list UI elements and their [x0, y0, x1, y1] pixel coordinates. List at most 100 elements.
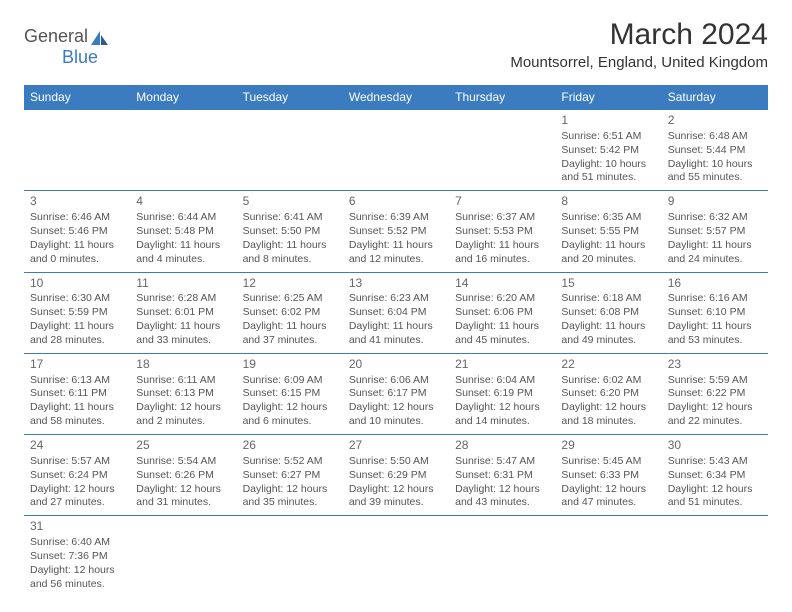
day-number: 9 [668, 194, 762, 210]
daylight-text: Daylight: 10 hours [561, 158, 655, 172]
sunset-text: Sunset: 6:02 PM [243, 306, 337, 320]
calendar-day-cell: 2Sunrise: 6:48 AMSunset: 5:44 PMDaylight… [662, 110, 768, 191]
daylight-text: Daylight: 11 hours [455, 239, 549, 253]
day-number: 4 [136, 194, 230, 210]
sunrise-text: Sunrise: 6:20 AM [455, 292, 549, 306]
calendar-day-cell: 21Sunrise: 6:04 AMSunset: 6:19 PMDayligh… [449, 353, 555, 434]
weekday-header: Sunday [24, 85, 130, 110]
calendar-day-cell: 6Sunrise: 6:39 AMSunset: 5:52 PMDaylight… [343, 191, 449, 272]
month-title: March 2024 [510, 18, 768, 52]
day-number: 23 [668, 357, 762, 373]
daylight-text-2: and 28 minutes. [30, 334, 124, 348]
calendar-day-cell: 12Sunrise: 6:25 AMSunset: 6:02 PMDayligh… [237, 272, 343, 353]
daylight-text-2: and 51 minutes. [668, 496, 762, 510]
daylight-text: Daylight: 11 hours [30, 401, 124, 415]
calendar-week-row: 10Sunrise: 6:30 AMSunset: 5:59 PMDayligh… [24, 272, 768, 353]
logo: GeneralBlue [24, 18, 109, 68]
daylight-text-2: and 37 minutes. [243, 334, 337, 348]
day-number: 28 [455, 438, 549, 454]
day-number: 12 [243, 276, 337, 292]
sunrise-text: Sunrise: 6:48 AM [668, 130, 762, 144]
calendar-day-cell: 10Sunrise: 6:30 AMSunset: 5:59 PMDayligh… [24, 272, 130, 353]
calendar-day-cell: 31Sunrise: 6:40 AMSunset: 7:36 PMDayligh… [24, 516, 130, 597]
sunrise-text: Sunrise: 6:40 AM [30, 536, 124, 550]
logo-sail-icon [91, 31, 109, 45]
daylight-text-2: and 35 minutes. [243, 496, 337, 510]
sunset-text: Sunset: 6:04 PM [349, 306, 443, 320]
calendar-empty-cell [130, 110, 236, 191]
sunset-text: Sunset: 6:10 PM [668, 306, 762, 320]
daylight-text-2: and 33 minutes. [136, 334, 230, 348]
calendar-body: 1Sunrise: 6:51 AMSunset: 5:42 PMDaylight… [24, 110, 768, 597]
sunrise-text: Sunrise: 6:11 AM [136, 374, 230, 388]
daylight-text: Daylight: 12 hours [30, 483, 124, 497]
sunset-text: Sunset: 5:48 PM [136, 225, 230, 239]
sunset-text: Sunset: 6:27 PM [243, 469, 337, 483]
sunset-text: Sunset: 6:22 PM [668, 387, 762, 401]
calendar-empty-cell [449, 110, 555, 191]
day-number: 17 [30, 357, 124, 373]
sunset-text: Sunset: 5:44 PM [668, 144, 762, 158]
calendar-day-cell: 5Sunrise: 6:41 AMSunset: 5:50 PMDaylight… [237, 191, 343, 272]
day-number: 13 [349, 276, 443, 292]
weekday-header: Monday [130, 85, 236, 110]
daylight-text-2: and 18 minutes. [561, 415, 655, 429]
sunset-text: Sunset: 6:11 PM [30, 387, 124, 401]
daylight-text-2: and 8 minutes. [243, 253, 337, 267]
sunset-text: Sunset: 6:06 PM [455, 306, 549, 320]
sunrise-text: Sunrise: 6:13 AM [30, 374, 124, 388]
daylight-text: Daylight: 11 hours [455, 320, 549, 334]
calendar-week-row: 1Sunrise: 6:51 AMSunset: 5:42 PMDaylight… [24, 110, 768, 191]
daylight-text: Daylight: 12 hours [136, 401, 230, 415]
location: Mountsorrel, England, United Kingdom [510, 54, 768, 71]
sunrise-text: Sunrise: 6:46 AM [30, 211, 124, 225]
day-number: 22 [561, 357, 655, 373]
calendar-day-cell: 13Sunrise: 6:23 AMSunset: 6:04 PMDayligh… [343, 272, 449, 353]
sunrise-text: Sunrise: 6:44 AM [136, 211, 230, 225]
calendar-empty-cell [343, 516, 449, 597]
calendar-table: SundayMondayTuesdayWednesdayThursdayFrid… [24, 85, 768, 597]
daylight-text: Daylight: 12 hours [243, 483, 337, 497]
daylight-text: Daylight: 12 hours [349, 401, 443, 415]
weekday-header: Friday [555, 85, 661, 110]
daylight-text: Daylight: 11 hours [136, 320, 230, 334]
day-number: 26 [243, 438, 337, 454]
daylight-text-2: and 6 minutes. [243, 415, 337, 429]
sunrise-text: Sunrise: 6:41 AM [243, 211, 337, 225]
day-number: 20 [349, 357, 443, 373]
sunset-text: Sunset: 6:33 PM [561, 469, 655, 483]
weekday-header: Thursday [449, 85, 555, 110]
calendar-empty-cell [237, 516, 343, 597]
sunrise-text: Sunrise: 5:43 AM [668, 455, 762, 469]
daylight-text: Daylight: 11 hours [668, 320, 762, 334]
calendar-day-cell: 11Sunrise: 6:28 AMSunset: 6:01 PMDayligh… [130, 272, 236, 353]
day-number: 8 [561, 194, 655, 210]
calendar-day-cell: 7Sunrise: 6:37 AMSunset: 5:53 PMDaylight… [449, 191, 555, 272]
daylight-text-2: and 16 minutes. [455, 253, 549, 267]
daylight-text-2: and 24 minutes. [668, 253, 762, 267]
calendar-day-cell: 26Sunrise: 5:52 AMSunset: 6:27 PMDayligh… [237, 435, 343, 516]
calendar-day-cell: 27Sunrise: 5:50 AMSunset: 6:29 PMDayligh… [343, 435, 449, 516]
sunrise-text: Sunrise: 6:28 AM [136, 292, 230, 306]
calendar-week-row: 17Sunrise: 6:13 AMSunset: 6:11 PMDayligh… [24, 353, 768, 434]
sunset-text: Sunset: 6:34 PM [668, 469, 762, 483]
daylight-text: Daylight: 12 hours [30, 564, 124, 578]
sunset-text: Sunset: 5:46 PM [30, 225, 124, 239]
sunset-text: Sunset: 5:55 PM [561, 225, 655, 239]
calendar-day-cell: 18Sunrise: 6:11 AMSunset: 6:13 PMDayligh… [130, 353, 236, 434]
sunrise-text: Sunrise: 6:16 AM [668, 292, 762, 306]
sunrise-text: Sunrise: 6:02 AM [561, 374, 655, 388]
calendar-week-row: 31Sunrise: 6:40 AMSunset: 7:36 PMDayligh… [24, 516, 768, 597]
sunrise-text: Sunrise: 5:47 AM [455, 455, 549, 469]
sunset-text: Sunset: 6:13 PM [136, 387, 230, 401]
daylight-text: Daylight: 11 hours [561, 320, 655, 334]
sunrise-text: Sunrise: 6:39 AM [349, 211, 443, 225]
daylight-text-2: and 45 minutes. [455, 334, 549, 348]
day-number: 21 [455, 357, 549, 373]
calendar-empty-cell [343, 110, 449, 191]
day-number: 24 [30, 438, 124, 454]
daylight-text: Daylight: 12 hours [349, 483, 443, 497]
daylight-text-2: and 4 minutes. [136, 253, 230, 267]
daylight-text: Daylight: 12 hours [668, 401, 762, 415]
sunrise-text: Sunrise: 6:25 AM [243, 292, 337, 306]
